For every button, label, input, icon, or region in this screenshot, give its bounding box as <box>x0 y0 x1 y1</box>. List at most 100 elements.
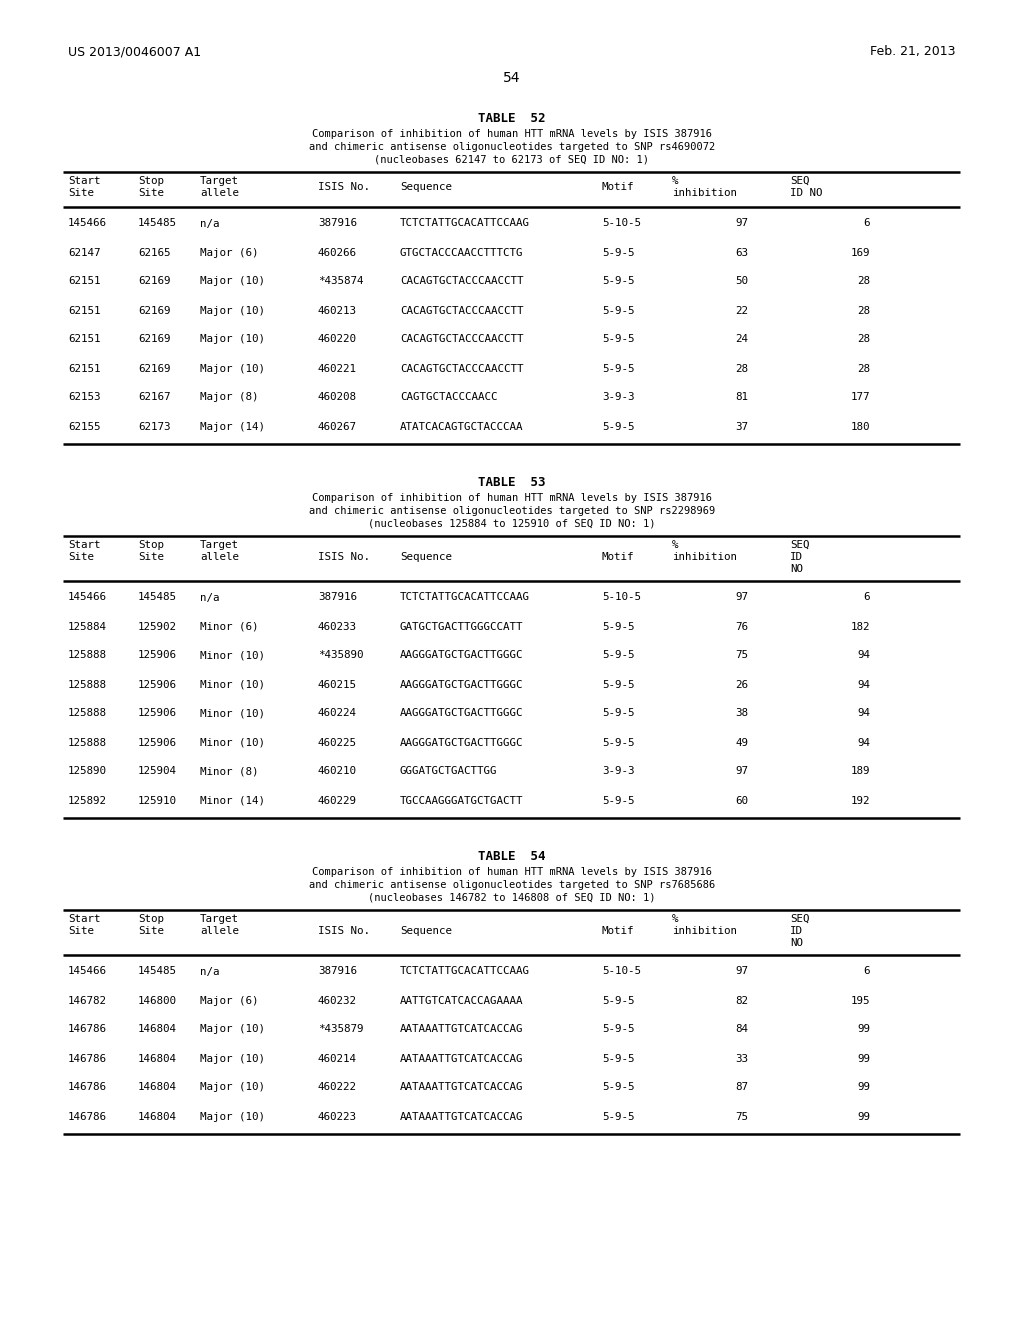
Text: 125888: 125888 <box>68 738 106 747</box>
Text: 460221: 460221 <box>318 363 357 374</box>
Text: AAGGGATGCTGACTTGGGC: AAGGGATGCTGACTTGGGC <box>400 709 523 718</box>
Text: 24: 24 <box>735 334 748 345</box>
Text: GTGCTACCCAACCTTTCTG: GTGCTACCCAACCTTTCTG <box>400 248 523 257</box>
Text: 125888: 125888 <box>68 651 106 660</box>
Text: 145485: 145485 <box>138 219 177 228</box>
Text: 192: 192 <box>851 796 870 805</box>
Text: US 2013/0046007 A1: US 2013/0046007 A1 <box>68 45 201 58</box>
Text: allele: allele <box>200 927 239 936</box>
Text: 3-9-3: 3-9-3 <box>602 767 635 776</box>
Text: Site: Site <box>68 187 94 198</box>
Text: 5-9-5: 5-9-5 <box>602 1053 635 1064</box>
Text: n/a: n/a <box>200 219 219 228</box>
Text: 62169: 62169 <box>138 363 171 374</box>
Text: 6: 6 <box>863 593 870 602</box>
Text: Major (10): Major (10) <box>200 276 265 286</box>
Text: allele: allele <box>200 552 239 562</box>
Text: Start: Start <box>68 176 100 186</box>
Text: 125902: 125902 <box>138 622 177 631</box>
Text: 169: 169 <box>851 248 870 257</box>
Text: 146786: 146786 <box>68 1053 106 1064</box>
Text: AATAAATTGTCATCACCAG: AATAAATTGTCATCACCAG <box>400 1053 523 1064</box>
Text: 62151: 62151 <box>68 363 100 374</box>
Text: 125904: 125904 <box>138 767 177 776</box>
Text: Major (10): Major (10) <box>200 1111 265 1122</box>
Text: 146782: 146782 <box>68 995 106 1006</box>
Text: AATAAATTGTCATCACCAG: AATAAATTGTCATCACCAG <box>400 1024 523 1035</box>
Text: Comparison of inhibition of human HTT mRNA levels by ISIS 387916: Comparison of inhibition of human HTT mR… <box>312 867 712 876</box>
Text: TABLE  54: TABLE 54 <box>478 850 546 863</box>
Text: 146804: 146804 <box>138 1053 177 1064</box>
Text: TGCCAAGGGATGCTGACTT: TGCCAAGGGATGCTGACTT <box>400 796 523 805</box>
Text: 146786: 146786 <box>68 1111 106 1122</box>
Text: n/a: n/a <box>200 966 219 977</box>
Text: 125892: 125892 <box>68 796 106 805</box>
Text: 125906: 125906 <box>138 709 177 718</box>
Text: Sequence: Sequence <box>400 552 452 562</box>
Text: Minor (10): Minor (10) <box>200 709 265 718</box>
Text: 125906: 125906 <box>138 651 177 660</box>
Text: 62151: 62151 <box>68 334 100 345</box>
Text: Minor (6): Minor (6) <box>200 622 258 631</box>
Text: inhibition: inhibition <box>672 187 737 198</box>
Text: 460223: 460223 <box>318 1111 357 1122</box>
Text: Target: Target <box>200 913 239 924</box>
Text: 28: 28 <box>857 334 870 345</box>
Text: AATAAATTGTCATCACCAG: AATAAATTGTCATCACCAG <box>400 1082 523 1093</box>
Text: 5-10-5: 5-10-5 <box>602 966 641 977</box>
Text: 62165: 62165 <box>138 248 171 257</box>
Text: Major (14): Major (14) <box>200 421 265 432</box>
Text: Minor (10): Minor (10) <box>200 680 265 689</box>
Text: 62151: 62151 <box>68 305 100 315</box>
Text: 63: 63 <box>735 248 748 257</box>
Text: Minor (10): Minor (10) <box>200 651 265 660</box>
Text: ID NO: ID NO <box>790 187 822 198</box>
Text: 125910: 125910 <box>138 796 177 805</box>
Text: Motif: Motif <box>602 552 635 562</box>
Text: CACAGTGCTACCCAACCTT: CACAGTGCTACCCAACCTT <box>400 276 523 286</box>
Text: 460210: 460210 <box>318 767 357 776</box>
Text: 5-9-5: 5-9-5 <box>602 1111 635 1122</box>
Text: ATATCACAGTGCTACCCAA: ATATCACAGTGCTACCCAA <box>400 421 523 432</box>
Text: AATAAATTGTCATCACCAG: AATAAATTGTCATCACCAG <box>400 1111 523 1122</box>
Text: Major (10): Major (10) <box>200 1024 265 1035</box>
Text: TCTCTATTGCACATTCCAAG: TCTCTATTGCACATTCCAAG <box>400 966 530 977</box>
Text: Major (10): Major (10) <box>200 305 265 315</box>
Text: *435879: *435879 <box>318 1024 364 1035</box>
Text: 62169: 62169 <box>138 334 171 345</box>
Text: CACAGTGCTACCCAACCTT: CACAGTGCTACCCAACCTT <box>400 334 523 345</box>
Text: 97: 97 <box>735 219 748 228</box>
Text: 62169: 62169 <box>138 276 171 286</box>
Text: inhibition: inhibition <box>672 927 737 936</box>
Text: 180: 180 <box>851 421 870 432</box>
Text: 387916: 387916 <box>318 593 357 602</box>
Text: 33: 33 <box>735 1053 748 1064</box>
Text: 460229: 460229 <box>318 796 357 805</box>
Text: 82: 82 <box>735 995 748 1006</box>
Text: ISIS No.: ISIS No. <box>318 182 370 191</box>
Text: Comparison of inhibition of human HTT mRNA levels by ISIS 387916: Comparison of inhibition of human HTT mR… <box>312 492 712 503</box>
Text: AAGGGATGCTGACTTGGGC: AAGGGATGCTGACTTGGGC <box>400 738 523 747</box>
Text: and chimeric antisense oligonucleotides targeted to SNP rs4690072: and chimeric antisense oligonucleotides … <box>309 143 715 152</box>
Text: inhibition: inhibition <box>672 552 737 562</box>
Text: AAGGGATGCTGACTTGGGC: AAGGGATGCTGACTTGGGC <box>400 651 523 660</box>
Text: 460208: 460208 <box>318 392 357 403</box>
Text: 60: 60 <box>735 796 748 805</box>
Text: 146804: 146804 <box>138 1024 177 1035</box>
Text: 5-9-5: 5-9-5 <box>602 995 635 1006</box>
Text: 145466: 145466 <box>68 593 106 602</box>
Text: 62173: 62173 <box>138 421 171 432</box>
Text: Sequence: Sequence <box>400 927 452 936</box>
Text: 54: 54 <box>503 71 521 84</box>
Text: 5-10-5: 5-10-5 <box>602 593 641 602</box>
Text: Stop: Stop <box>138 913 164 924</box>
Text: 28: 28 <box>857 305 870 315</box>
Text: Major (8): Major (8) <box>200 392 258 403</box>
Text: Target: Target <box>200 176 239 186</box>
Text: 460220: 460220 <box>318 334 357 345</box>
Text: *435874: *435874 <box>318 276 364 286</box>
Text: GATGCTGACTTGGGCCATT: GATGCTGACTTGGGCCATT <box>400 622 523 631</box>
Text: 125888: 125888 <box>68 680 106 689</box>
Text: AATTGTCATCACCAGAAAA: AATTGTCATCACCAGAAAA <box>400 995 523 1006</box>
Text: 5-9-5: 5-9-5 <box>602 276 635 286</box>
